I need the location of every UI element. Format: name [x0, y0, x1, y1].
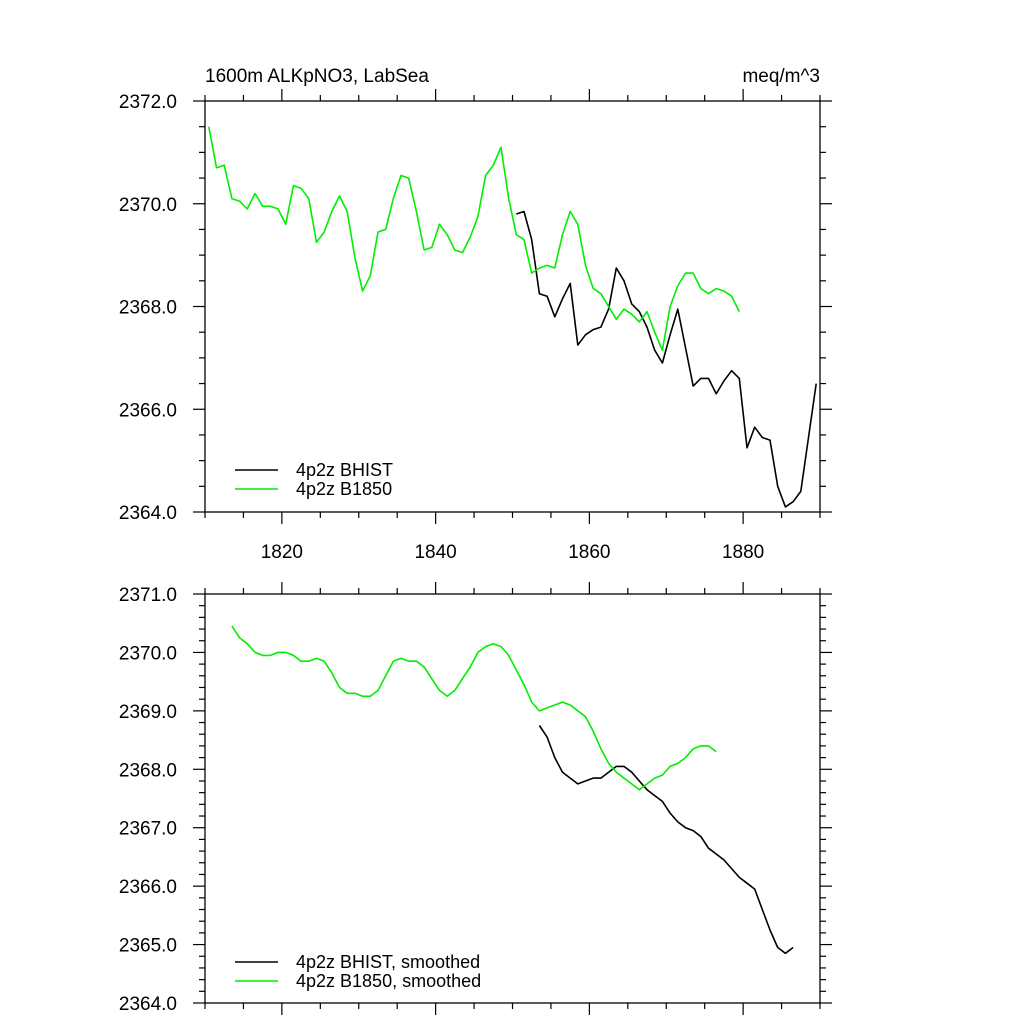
legend-label: 4p2z B1850, smoothed [296, 971, 481, 991]
x-tick-label: 1840 [414, 542, 456, 563]
plot-frame-top [204, 100, 821, 513]
panel-bottom: 2364.0 2365.0 2366.0 2367.0 2368.0 2369.0 2370… [119, 582, 832, 1015]
y-tick-label: 2366.0 [119, 400, 177, 421]
y-tick-label: 2370.0 [119, 643, 177, 664]
panel-top: 1600m ALKpNO3, LabSea meq/m^3 1820 1840 18… [119, 66, 832, 563]
y-tick-label: 2367.0 [119, 819, 177, 840]
x-tick-label: 1820 [261, 542, 303, 563]
legend-label: 4p2z BHIST, smoothed [296, 952, 480, 972]
series-line-b1850 [231, 625, 717, 791]
y-tick-label: 2364.0 [119, 994, 177, 1015]
y-tick-label: 2370.0 [119, 195, 177, 216]
units-label: meq/m^3 [742, 66, 820, 87]
y-tick-label: 2364.0 [119, 503, 177, 524]
chart-title: 1600m ALKpNO3, LabSea [205, 66, 429, 87]
y-tick-label: 2366.0 [119, 877, 177, 898]
series-line-bhist [538, 725, 794, 955]
legend-label: 4p2z BHIST [296, 460, 393, 480]
series-line-b1850 [208, 126, 741, 352]
series-line-bhist [516, 210, 817, 508]
legend-label: 4p2z B1850 [296, 479, 392, 499]
y-tick-label: 2371.0 [119, 585, 177, 606]
y-tick-label: 2372.0 [119, 92, 177, 113]
y-tick-label: 2368.0 [119, 760, 177, 781]
plot-frame-bottom [204, 593, 821, 1004]
x-tick-label: 1880 [722, 542, 764, 563]
y-tick-label: 2369.0 [119, 702, 177, 723]
x-tick-label: 1860 [568, 542, 610, 563]
y-tick-label: 2368.0 [119, 298, 177, 319]
y-tick-label: 2365.0 [119, 936, 177, 957]
